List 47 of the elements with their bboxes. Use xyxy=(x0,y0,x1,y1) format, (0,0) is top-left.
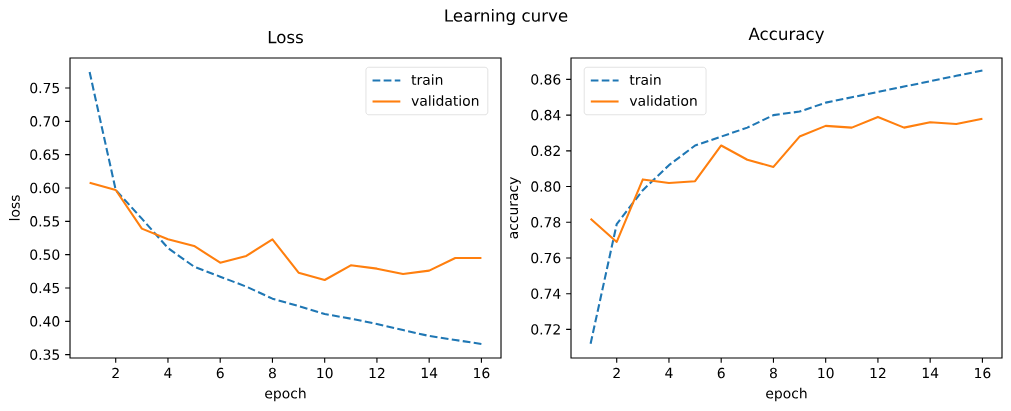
y-tick-label: 0.60 xyxy=(30,182,60,194)
y-tick-label: 0.74 xyxy=(531,288,561,299)
line-series xyxy=(589,115,984,243)
x-tick-label: 8 xyxy=(769,367,777,379)
y-tick-label: 0.40 xyxy=(30,316,60,327)
y-tick-label: 0.55 xyxy=(30,216,60,227)
text: Learning curve xyxy=(445,8,568,26)
x-tick-label: 14 xyxy=(421,367,438,378)
x-tick-label: 10 xyxy=(317,367,333,379)
x-tick-label: 4 xyxy=(665,367,673,378)
x-tick-label: 16 xyxy=(474,367,490,379)
x-tick-label: 2 xyxy=(112,367,119,379)
y-tick-label: 0.70 xyxy=(30,116,60,127)
y-tick-label: 0.82 xyxy=(531,145,560,157)
y-tick-label: 0.78 xyxy=(531,217,561,228)
chart-title: Loss xyxy=(268,30,303,44)
y-tick-label: 0.50 xyxy=(30,249,60,260)
x-tick-label: 12 xyxy=(870,367,886,379)
y-tick-label: 0.76 xyxy=(531,252,561,264)
x-axis-title: epoch xyxy=(265,387,306,402)
y-tick-label: 0.84 xyxy=(531,109,561,121)
chart-title: Accuracy xyxy=(748,27,825,44)
x-tick-label: 8 xyxy=(268,367,276,379)
legend-label: validation xyxy=(629,95,697,106)
x-tick-label: 16 xyxy=(975,367,991,379)
y-tick-label: 0.86 xyxy=(531,74,561,85)
x-tick-label: 4 xyxy=(164,367,172,378)
y-tick-label: 0.65 xyxy=(30,149,60,160)
x-tick-label: 14 xyxy=(922,367,939,378)
y-axis-title: accuracy xyxy=(510,177,521,239)
y-tick-label: 0.75 xyxy=(30,82,60,94)
x-tick-label: 6 xyxy=(216,367,224,379)
x-tick-label: 10 xyxy=(818,367,834,379)
x-tick-label: 2 xyxy=(613,367,620,379)
legend-label: validation xyxy=(411,95,479,106)
x-tick-label: 12 xyxy=(369,367,385,379)
y-axis-title: loss xyxy=(9,195,20,221)
y-tick-label: 0.72 xyxy=(531,324,560,335)
line-series xyxy=(88,181,483,282)
x-tick-label: 6 xyxy=(717,367,725,379)
legend-label: train xyxy=(629,74,661,85)
y-tick-label: 0.35 xyxy=(30,349,60,360)
x-axis-title: epoch xyxy=(766,387,807,402)
y-tick-label: 0.80 xyxy=(531,181,561,192)
line-series xyxy=(88,70,483,346)
legend-label: train xyxy=(411,74,443,85)
y-tick-label: 0.45 xyxy=(30,282,60,294)
